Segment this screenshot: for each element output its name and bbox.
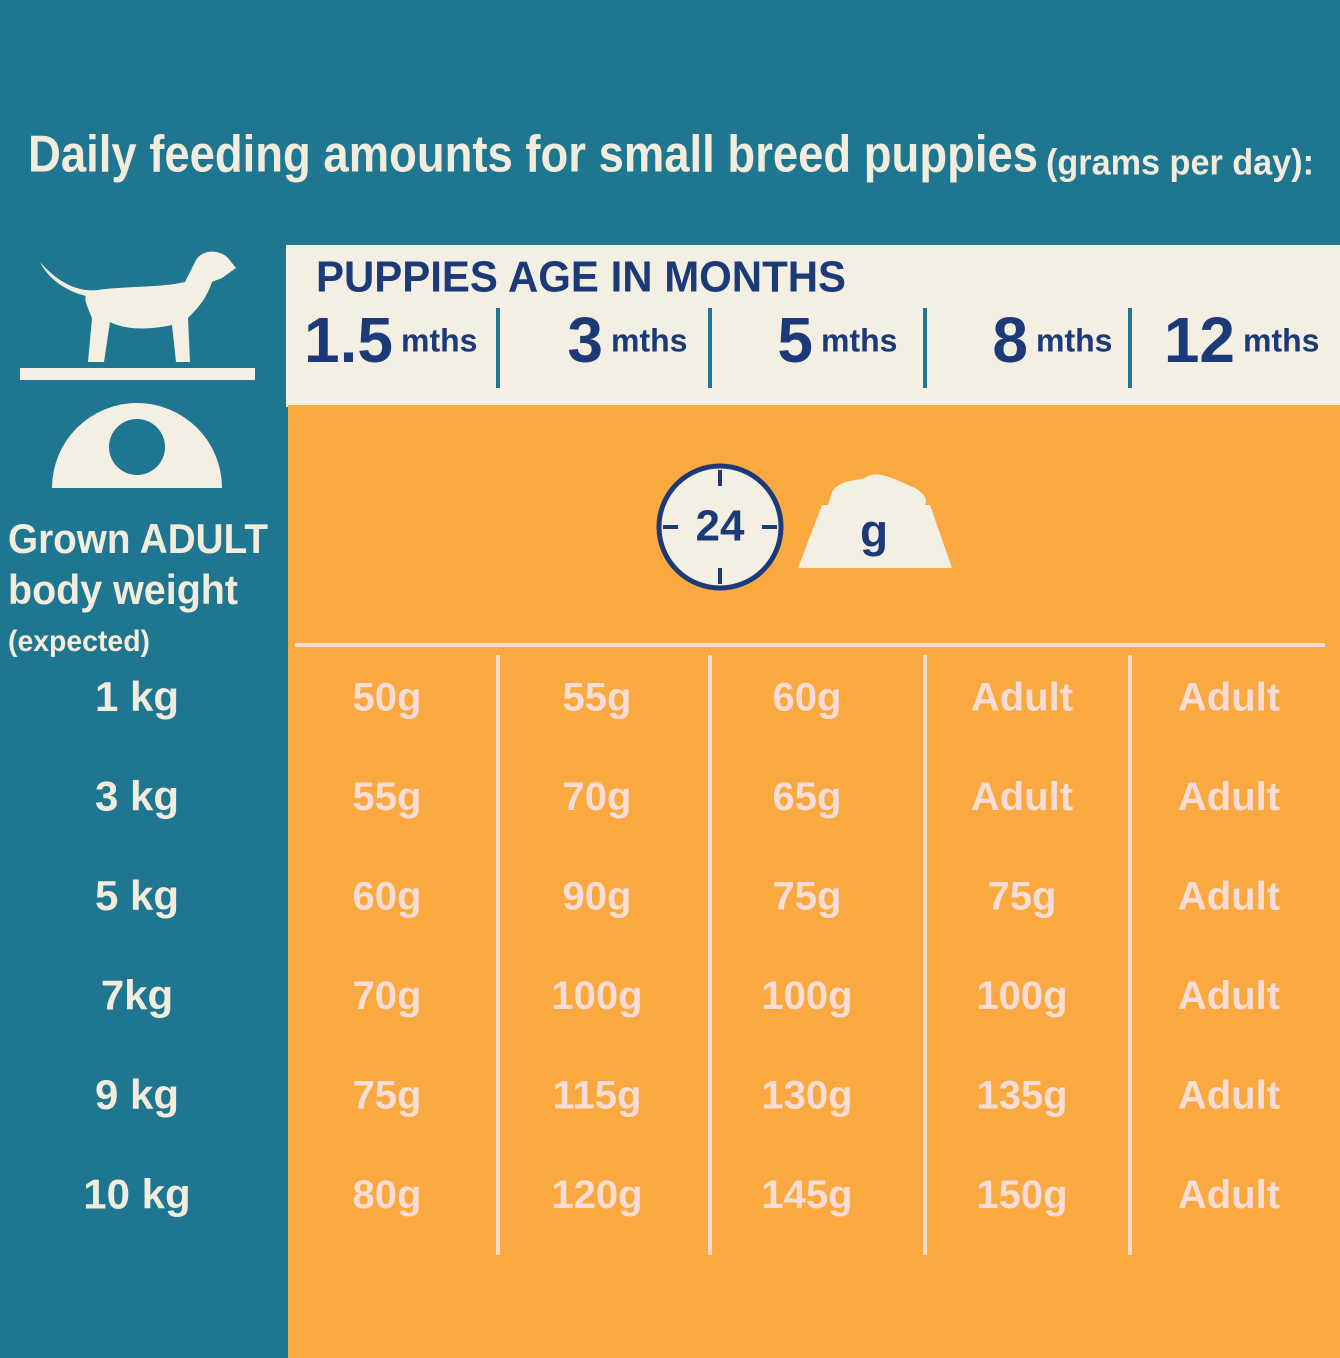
cell-value: Adult — [1178, 875, 1280, 919]
column-number: 8 — [992, 304, 1028, 376]
row-weight: 5 kg — [95, 872, 179, 919]
clock-label: 24 — [696, 502, 745, 551]
row-weight: 9 kg — [95, 1071, 179, 1118]
cell-value: Adult — [1178, 676, 1280, 720]
cell-value: 50g — [353, 676, 422, 720]
column-unit: mths — [1243, 322, 1319, 358]
cell-value: 65g — [773, 775, 842, 819]
cell-value: 145g — [761, 1173, 852, 1217]
dog-scale-icon — [20, 251, 255, 488]
cell-value: Adult — [1178, 1173, 1280, 1217]
title: Daily feeding amounts for small breed pu… — [28, 126, 1038, 184]
cell-value: 130g — [761, 1074, 852, 1118]
cell-value: 75g — [773, 875, 842, 919]
row-header-line: (expected) — [8, 625, 150, 658]
cell-value: Adult — [1178, 775, 1280, 819]
cell-value: 75g — [353, 1074, 422, 1118]
column-unit: mths — [611, 322, 687, 358]
cell-value: 70g — [353, 974, 422, 1018]
cell-value: 75g — [988, 875, 1057, 919]
column-unit: mths — [821, 322, 897, 358]
cell-value: 90g — [563, 875, 632, 919]
bowl-label: g — [860, 505, 888, 557]
row-header-line: Grown ADULT — [8, 515, 268, 562]
column-number: 3 — [567, 304, 603, 376]
row-header-line: body weight — [8, 566, 238, 613]
cell-value: 135g — [976, 1074, 1067, 1118]
row-weight: 1 kg — [95, 673, 179, 720]
row-weight: 10 kg — [83, 1171, 190, 1218]
cell-value: 115g — [553, 1074, 642, 1118]
cell-value: 100g — [551, 974, 642, 1018]
column-number: 5 — [777, 304, 813, 376]
cell-value: Adult — [971, 775, 1073, 819]
column-number: 12 — [1164, 304, 1235, 376]
cell-value: 100g — [761, 974, 852, 1018]
bowl-icon: g — [798, 474, 952, 568]
cell-value: 120g — [551, 1173, 642, 1217]
cell-value: Adult — [971, 676, 1073, 720]
cell-value: 150g — [976, 1173, 1067, 1217]
cell-value: 60g — [353, 875, 422, 919]
cell-value: 55g — [563, 676, 632, 720]
subtitle: (grams per day): — [1046, 142, 1314, 183]
header-band — [286, 245, 1340, 407]
cell-value: 80g — [353, 1173, 422, 1217]
column-number: 1.5 — [304, 304, 393, 376]
row-weight: 3 kg — [95, 773, 179, 820]
table-heading: PUPPIES AGE IN MONTHS — [316, 253, 846, 302]
cell-value: Adult — [1178, 974, 1280, 1018]
column-unit: mths — [401, 322, 477, 358]
column-unit: mths — [1036, 322, 1112, 358]
clock-icon: 24 — [656, 463, 784, 591]
cell-value: 55g — [353, 775, 422, 819]
cell-value: 60g — [773, 676, 842, 720]
cell-value: Adult — [1178, 1074, 1280, 1118]
row-weight: 7kg — [101, 972, 173, 1019]
cell-value: 100g — [976, 974, 1067, 1018]
cell-value: 70g — [563, 775, 632, 819]
